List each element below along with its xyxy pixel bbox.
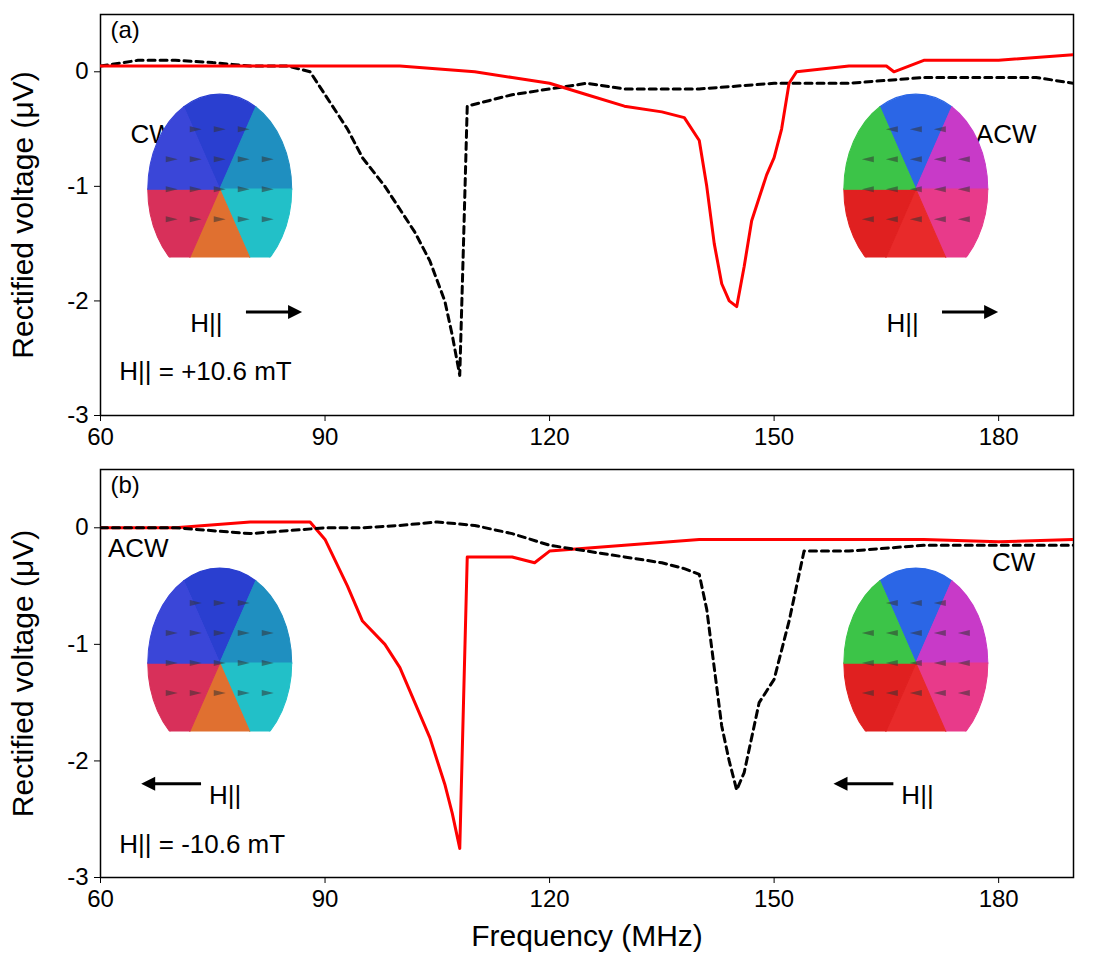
svg-text:H||: H|| xyxy=(901,780,933,810)
svg-text:H|| = +10.6 mT: H|| = +10.6 mT xyxy=(119,356,292,386)
svg-text:(a): (a) xyxy=(111,16,140,43)
svg-text:Frequency (MHz): Frequency (MHz) xyxy=(471,919,703,952)
svg-text:60: 60 xyxy=(87,423,114,450)
svg-text:-3: -3 xyxy=(67,863,88,890)
svg-text:H||: H|| xyxy=(190,308,222,338)
svg-text:90: 90 xyxy=(312,885,339,912)
svg-text:(b): (b) xyxy=(111,471,140,498)
svg-text:-1: -1 xyxy=(67,172,88,199)
svg-text:-1: -1 xyxy=(67,630,88,657)
svg-text:150: 150 xyxy=(754,423,794,450)
svg-text:-2: -2 xyxy=(67,747,88,774)
svg-text:-3: -3 xyxy=(67,401,88,428)
svg-text:150: 150 xyxy=(754,885,794,912)
svg-text:ACW: ACW xyxy=(976,119,1037,149)
svg-text:H||: H|| xyxy=(209,780,241,810)
svg-text:H||: H|| xyxy=(886,308,918,338)
svg-text:0: 0 xyxy=(75,57,88,84)
svg-text:0: 0 xyxy=(75,513,88,540)
svg-text:Rectified voltage (μV): Rectified voltage (μV) xyxy=(6,71,39,358)
svg-text:120: 120 xyxy=(530,423,570,450)
svg-text:CW: CW xyxy=(992,547,1036,577)
svg-text:60: 60 xyxy=(87,885,114,912)
svg-text:ACW: ACW xyxy=(108,533,169,563)
svg-text:Rectified voltage (μV): Rectified voltage (μV) xyxy=(6,530,39,817)
svg-text:H|| = -10.6 mT: H|| = -10.6 mT xyxy=(119,829,285,859)
svg-text:-2: -2 xyxy=(67,287,88,314)
svg-text:120: 120 xyxy=(530,885,570,912)
svg-text:90: 90 xyxy=(312,423,339,450)
svg-text:180: 180 xyxy=(979,885,1019,912)
svg-text:CW: CW xyxy=(130,119,174,150)
svg-text:180: 180 xyxy=(979,423,1019,450)
